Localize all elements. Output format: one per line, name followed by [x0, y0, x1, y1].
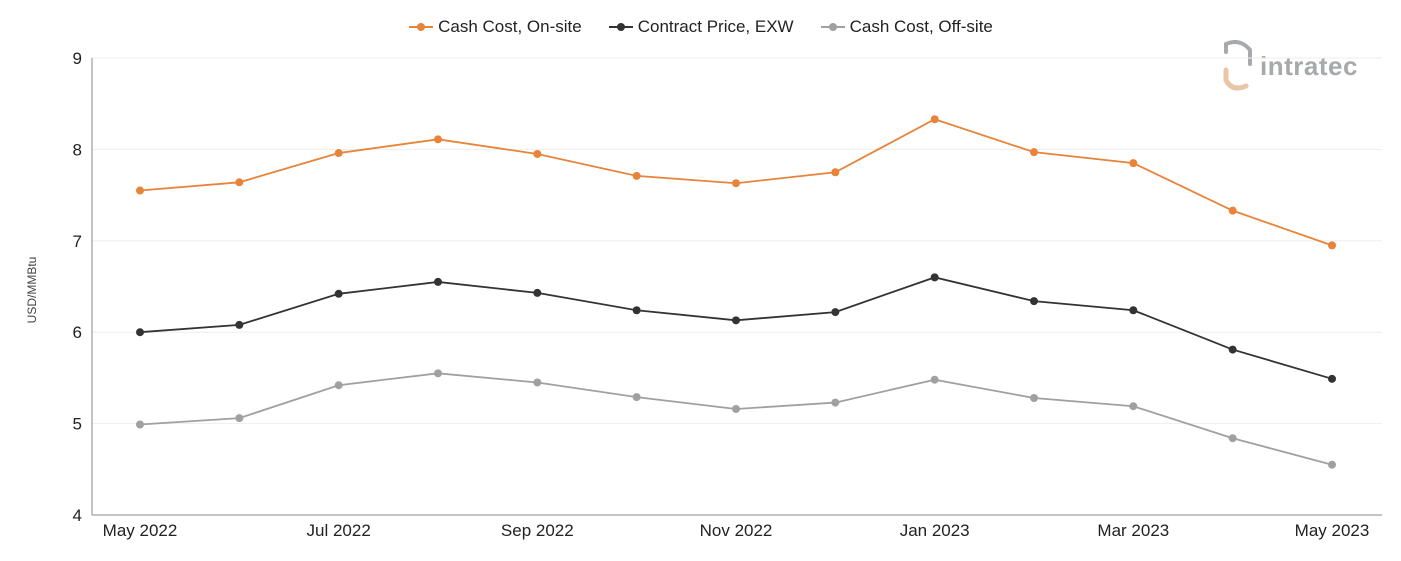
data-point[interactable]: [136, 186, 144, 195]
x-tick-label: Jan 2023: [900, 521, 970, 540]
data-point[interactable]: [1030, 297, 1038, 306]
data-point[interactable]: [136, 420, 144, 429]
data-point[interactable]: [434, 277, 442, 286]
legend-label: Contract Price, EXW: [637, 17, 794, 36]
x-tick-label: May 2022: [103, 521, 178, 540]
data-point[interactable]: [632, 171, 641, 180]
y-tick-label: 4: [73, 506, 82, 525]
series-line: [139, 372, 1333, 466]
data-point[interactable]: [533, 288, 542, 297]
intratec-logo: intratec: [1222, 40, 1358, 92]
data-point[interactable]: [1328, 241, 1336, 250]
series-2: [136, 369, 1336, 469]
x-tick-label: Sep 2022: [501, 521, 574, 540]
series-group: [136, 115, 1336, 469]
data-point[interactable]: [930, 375, 939, 384]
legend-swatch: [409, 23, 434, 31]
series-0: [136, 115, 1336, 250]
x-tick-label: May 2023: [1295, 521, 1370, 540]
legend-label: Cash Cost, On-site: [438, 17, 582, 36]
data-point[interactable]: [334, 381, 343, 390]
y-tick-labels: 4 5 6 7 8 9: [73, 49, 82, 525]
data-point[interactable]: [1228, 206, 1237, 215]
data-point[interactable]: [1328, 374, 1336, 383]
logo-mark-icon: [1223, 40, 1252, 91]
data-point[interactable]: [434, 135, 442, 144]
data-point[interactable]: [1228, 434, 1237, 443]
legend-label: Cash Cost, Off-site: [849, 17, 993, 36]
y-tick-label: 5: [73, 415, 82, 434]
legend-swatch: [820, 23, 845, 31]
data-point[interactable]: [235, 320, 244, 329]
data-point[interactable]: [334, 149, 343, 158]
x-tick-label: Jul 2022: [307, 521, 371, 540]
legend-swatch: [608, 23, 633, 31]
data-point[interactable]: [533, 149, 542, 158]
series-1: [136, 273, 1336, 383]
y-tick-label: 8: [73, 140, 82, 159]
data-point[interactable]: [434, 369, 442, 378]
data-point[interactable]: [831, 308, 840, 317]
data-point[interactable]: [732, 316, 740, 325]
y-tick-label: 6: [73, 323, 82, 342]
data-point[interactable]: [831, 398, 840, 407]
data-point[interactable]: [1129, 306, 1138, 315]
data-point[interactable]: [136, 328, 144, 337]
axes: [91, 58, 1382, 516]
data-point[interactable]: [930, 115, 939, 124]
data-point[interactable]: [632, 306, 641, 315]
data-point[interactable]: [235, 178, 244, 187]
legend-item[interactable]: Contract Price, EXW: [608, 17, 794, 37]
data-point[interactable]: [732, 179, 740, 188]
data-point[interactable]: [1129, 402, 1138, 411]
x-tick-labels: May 2022 Jul 2022 Sep 2022 Nov 2022 Jan 2023…: [103, 521, 1370, 540]
data-point[interactable]: [732, 404, 740, 413]
legend: Cash Cost, On-site Contract Price, EXW Cas…: [0, 17, 1401, 37]
logo-text: intratec: [1260, 50, 1358, 81]
data-point[interactable]: [1030, 394, 1038, 403]
y-tick-label: 9: [73, 49, 82, 68]
data-point[interactable]: [930, 273, 939, 282]
gridlines: [92, 57, 1382, 425]
x-tick-label: Mar 2023: [1097, 521, 1169, 540]
data-point[interactable]: [1328, 460, 1336, 469]
data-point[interactable]: [1129, 159, 1138, 168]
data-point[interactable]: [632, 393, 641, 402]
data-point[interactable]: [334, 289, 343, 298]
legend-item[interactable]: Cash Cost, Off-site: [820, 17, 993, 37]
data-point[interactable]: [533, 378, 542, 387]
legend-item[interactable]: Cash Cost, On-site: [408, 17, 582, 37]
x-tick-label: Nov 2022: [700, 521, 773, 540]
series-line: [139, 276, 1333, 380]
data-point[interactable]: [1030, 148, 1038, 157]
y-tick-label: 7: [73, 232, 82, 251]
data-point[interactable]: [1228, 345, 1237, 354]
data-point[interactable]: [831, 168, 840, 177]
data-point[interactable]: [235, 414, 244, 423]
